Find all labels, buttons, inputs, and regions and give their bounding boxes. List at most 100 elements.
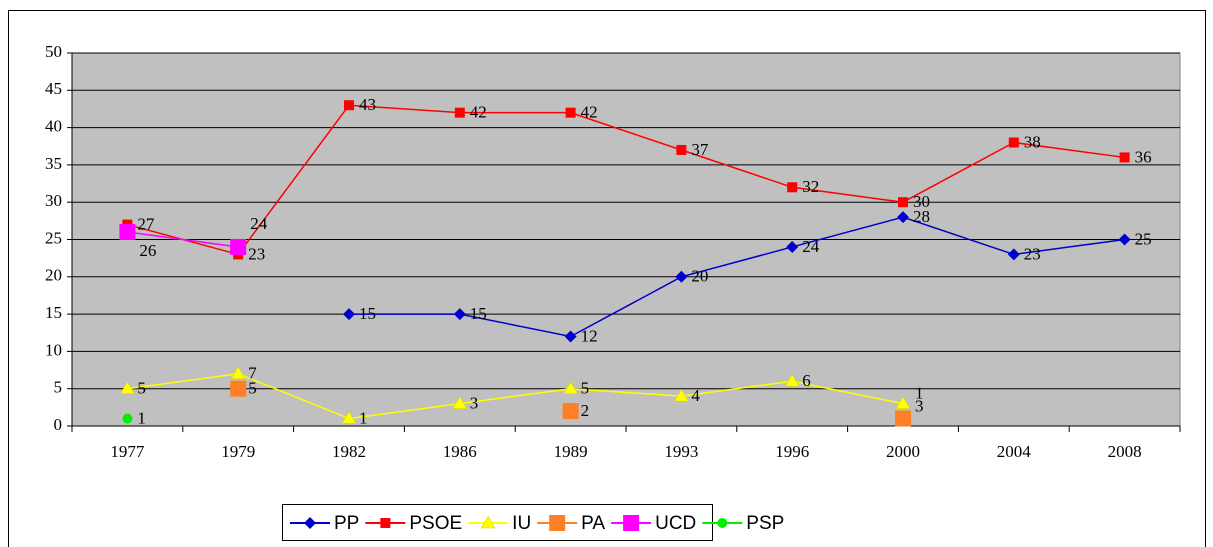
x-tick-label: 2008	[1108, 442, 1142, 461]
marker	[230, 238, 247, 255]
marker	[230, 380, 247, 397]
marker	[675, 270, 688, 283]
series-line	[349, 216, 1125, 338]
y-tick-label: 45	[45, 79, 62, 98]
marker	[563, 381, 579, 394]
data-label: 5	[137, 379, 146, 398]
y-tick-label: 20	[45, 266, 62, 285]
marker	[784, 373, 800, 387]
data-label: 32	[802, 177, 819, 196]
data-label: 28	[913, 207, 930, 226]
data-label: 36	[1135, 147, 1152, 166]
data-label: 2	[581, 401, 590, 420]
x-tick-label: 1986	[443, 442, 477, 461]
marker	[564, 330, 577, 343]
marker	[452, 396, 468, 409]
data-label: 3	[915, 397, 924, 416]
marker	[119, 381, 135, 394]
y-tick-label: 5	[54, 378, 63, 397]
x-tick-label: 1982	[332, 442, 366, 461]
data-label: 38	[1024, 132, 1041, 151]
legend-label: PP	[334, 513, 359, 534]
marker	[122, 413, 133, 424]
marker	[480, 515, 496, 529]
marker	[304, 517, 316, 529]
x-tick-label: 2004	[997, 442, 1032, 461]
data-label: 23	[248, 244, 265, 263]
legend-label: PA	[581, 513, 605, 534]
data-label: 3	[470, 394, 479, 413]
y-tick-label: 15	[45, 303, 62, 322]
marker	[676, 144, 687, 155]
data-label: 12	[581, 326, 598, 345]
y-tick-label: 50	[45, 42, 62, 61]
data-label: 24	[250, 214, 268, 233]
x-tick-label: 1977	[110, 442, 145, 461]
marker	[454, 107, 465, 118]
data-label: 23	[1024, 244, 1041, 263]
marker	[343, 308, 355, 321]
data-label: 15	[359, 304, 376, 323]
marker	[341, 411, 357, 424]
data-label: 7	[248, 364, 257, 383]
marker	[717, 518, 728, 528]
marker	[344, 100, 354, 111]
marker	[453, 308, 466, 321]
marker	[1119, 152, 1130, 163]
data-label: 6	[802, 371, 811, 390]
data-label: 5	[581, 379, 590, 398]
y-tick-label: 0	[54, 415, 63, 434]
y-tick-label: 35	[45, 154, 62, 173]
series-line	[127, 373, 904, 420]
data-label: 27	[137, 214, 155, 233]
marker	[787, 182, 798, 193]
y-tick-label: 10	[45, 340, 62, 359]
legend-label: PSOE	[409, 513, 462, 534]
data-label: 26	[139, 241, 156, 260]
y-tick-label: 40	[45, 117, 62, 136]
legend-label: PSP	[746, 513, 784, 534]
x-tick-label: 1996	[775, 442, 809, 461]
marker	[380, 518, 391, 528]
legend-label: IU	[512, 513, 531, 534]
data-label: 42	[470, 103, 487, 122]
data-label: 25	[1135, 229, 1152, 248]
data-label: 30	[913, 192, 930, 211]
marker	[623, 515, 640, 531]
data-label: 1	[359, 408, 368, 427]
marker	[897, 211, 909, 224]
y-tick-label: 30	[45, 191, 62, 210]
marker	[786, 240, 799, 253]
marker	[673, 388, 689, 402]
marker	[1008, 137, 1019, 148]
data-label: 4	[691, 386, 700, 405]
data-label: 37	[691, 140, 709, 159]
data-label: 24	[802, 237, 820, 256]
marker	[119, 224, 136, 241]
x-tick-label: 1989	[554, 442, 588, 461]
marker	[565, 107, 576, 118]
marker	[895, 396, 911, 409]
data-label: 1	[915, 383, 924, 402]
x-tick-label: 2000	[886, 442, 920, 461]
series-line	[127, 231, 239, 248]
legend-label: UCD	[655, 513, 696, 534]
marker	[895, 410, 911, 427]
marker	[549, 515, 566, 531]
data-label: 1	[137, 408, 146, 427]
series-line	[127, 104, 1125, 256]
marker	[1007, 248, 1020, 261]
y-tick-label: 25	[45, 228, 62, 247]
data-label: 20	[691, 267, 708, 286]
data-label: 43	[359, 95, 376, 114]
x-tick-label: 1993	[664, 442, 698, 461]
marker	[562, 403, 579, 420]
x-tick-label: 1979	[221, 442, 255, 461]
data-label: 15	[470, 304, 487, 323]
data-label: 42	[581, 103, 598, 122]
data-label: 5	[248, 379, 257, 398]
marker	[1118, 233, 1131, 246]
marker	[230, 366, 246, 380]
legend: PP PSOE IU PA UCD PSP	[282, 504, 784, 541]
